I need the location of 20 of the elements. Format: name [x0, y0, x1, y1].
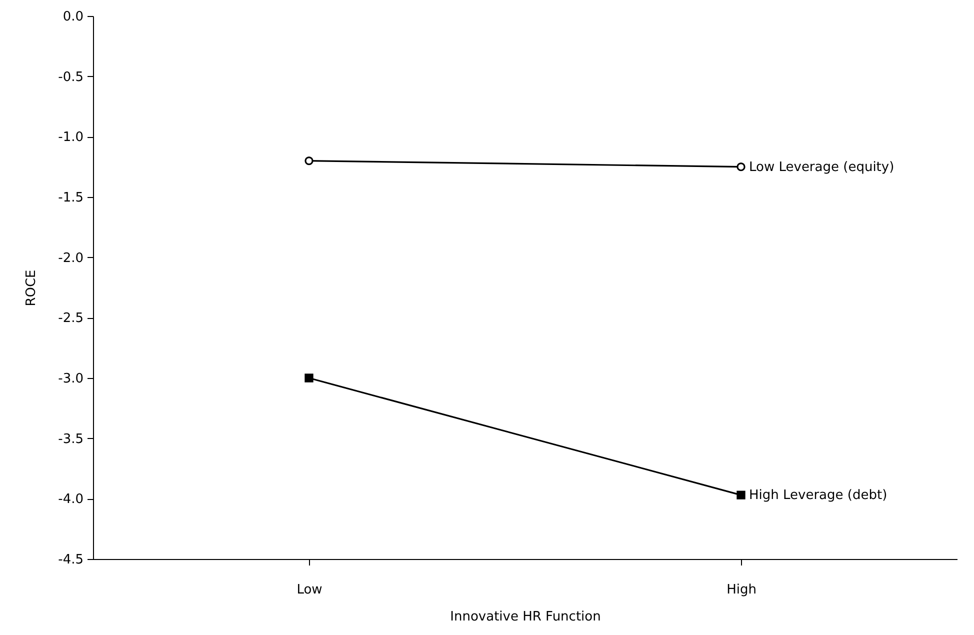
y-tick-label: -1.0 [58, 130, 84, 146]
y-tick-label: -3.5 [58, 432, 84, 447]
y-tick-label: 0.0 [62, 10, 84, 24]
y-tick-label: -4.0 [58, 492, 84, 508]
point [304, 156, 314, 166]
y-tick-label: -2.0 [58, 250, 84, 266]
point [304, 374, 314, 382]
y-tick-label: -1.5 [58, 190, 84, 206]
series-label: High Leverage (debt) [749, 488, 888, 504]
x-tick-label: Low [296, 582, 323, 598]
x-tick-label: High [726, 582, 756, 598]
point [736, 162, 746, 172]
x-axis-title: Innovative HR Function [450, 610, 601, 624]
point [736, 490, 746, 500]
y-tick-label: -2.5 [58, 311, 84, 326]
y-tick-label: -4.5 [58, 552, 84, 568]
series-label: Low Leverage (equity) [749, 160, 894, 175]
y-axis-title: ROCE [24, 270, 40, 306]
y-tick-label: -0.5 [58, 70, 84, 85]
y-tick-label: -3.0 [58, 372, 84, 386]
